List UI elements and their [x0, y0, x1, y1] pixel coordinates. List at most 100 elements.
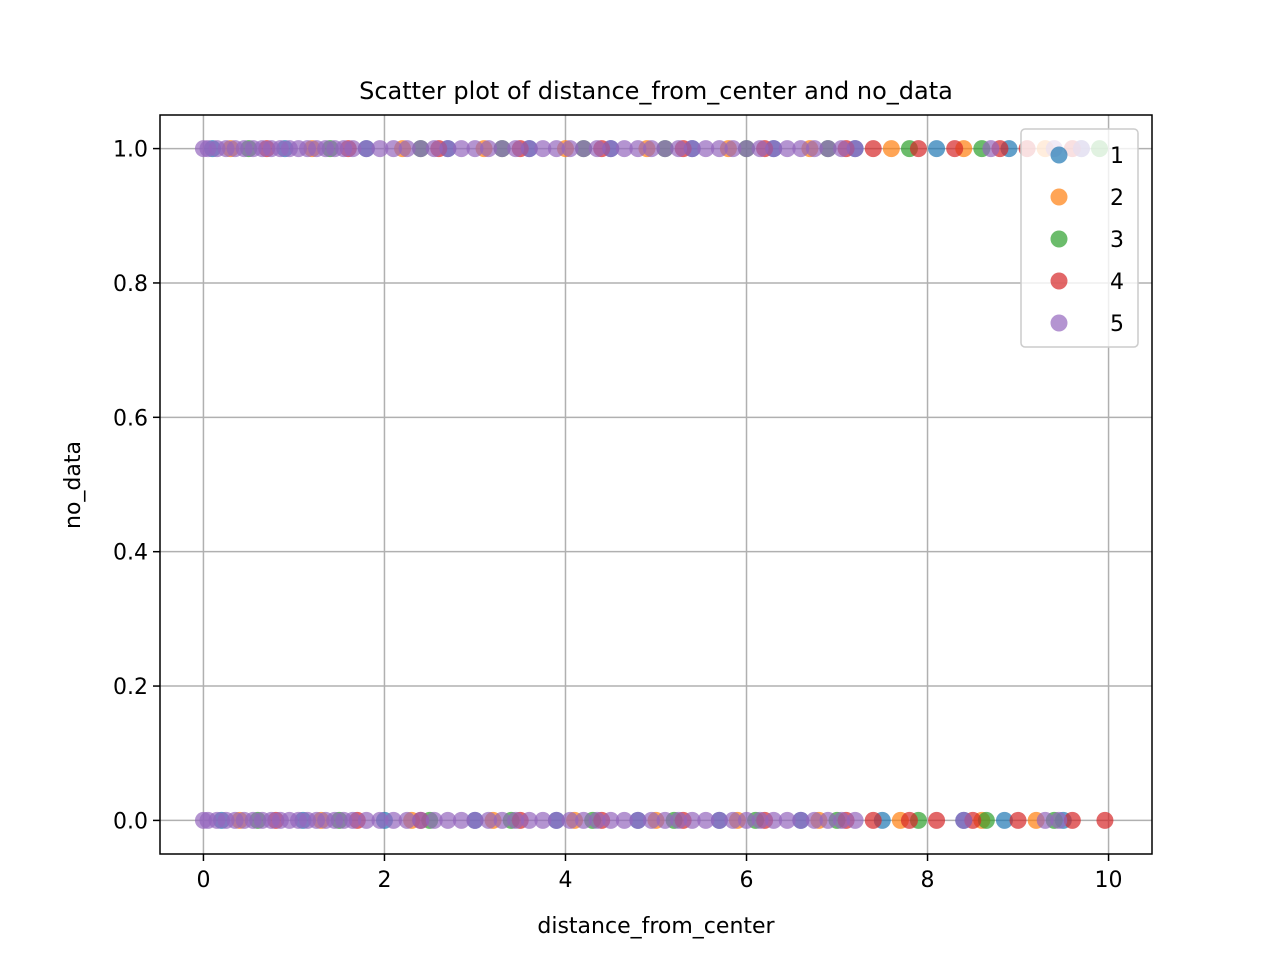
data-point	[575, 140, 593, 158]
data-point	[995, 811, 1013, 829]
legend-label: 1	[1110, 144, 1124, 169]
data-point	[520, 811, 538, 829]
data-point	[778, 811, 796, 829]
data-point	[792, 811, 810, 829]
data-point	[697, 811, 715, 829]
data-point	[480, 811, 498, 829]
data-point	[670, 811, 688, 829]
data-point	[385, 140, 403, 158]
data-point	[629, 140, 647, 158]
plot-frame	[159, 114, 1153, 855]
data-point	[371, 140, 389, 158]
y-tick-label: 0.4	[113, 541, 148, 566]
data-point	[805, 811, 823, 829]
data-point	[656, 140, 674, 158]
data-point	[412, 140, 430, 158]
data-point	[507, 140, 525, 158]
data-point	[724, 140, 742, 158]
data-point	[955, 811, 973, 829]
data-point	[751, 140, 769, 158]
legend: 1 2 3 4 5	[1020, 128, 1139, 348]
data-point	[928, 140, 946, 158]
data-point	[371, 811, 389, 829]
data-point	[480, 140, 498, 158]
data-point	[452, 811, 470, 829]
data-point	[846, 140, 864, 158]
data-point	[900, 811, 918, 829]
data-point	[615, 140, 633, 158]
y-tick-label: 0.8	[113, 272, 148, 297]
data-point	[738, 140, 756, 158]
legend-label: 2	[1110, 186, 1124, 211]
data-point	[1050, 811, 1068, 829]
data-point	[819, 140, 837, 158]
x-tick-label: 6	[740, 868, 754, 893]
data-point	[412, 811, 430, 829]
data-point	[439, 811, 457, 829]
legend-marker	[1050, 314, 1068, 332]
data-point	[452, 140, 470, 158]
data-point	[697, 140, 715, 158]
chart-title: Scatter plot of distance_from_center and…	[359, 77, 953, 105]
legend-marker	[1050, 146, 1068, 164]
x-tick-label: 8	[921, 868, 935, 893]
legend-marker	[1050, 188, 1068, 206]
data-point	[642, 811, 660, 829]
data-point	[710, 811, 728, 829]
data-point	[493, 811, 511, 829]
data-point	[493, 140, 511, 158]
data-point	[946, 140, 964, 158]
legend-marker	[1050, 272, 1068, 290]
x-tick-label: 10	[1095, 868, 1123, 893]
data-point	[602, 811, 620, 829]
y-tick-label: 1.0	[113, 138, 148, 163]
data-point	[642, 140, 660, 158]
data-point	[588, 140, 606, 158]
y-axis-ticks: 0.0 0.2 0.4 0.6 0.8 1.0	[113, 138, 160, 834]
data-point	[385, 811, 403, 829]
data-point	[1063, 811, 1081, 829]
data-point	[656, 811, 674, 829]
data-point	[670, 140, 688, 158]
data-point	[575, 811, 593, 829]
data-point	[846, 811, 864, 829]
data-point	[819, 811, 837, 829]
data-point	[882, 140, 900, 158]
y-tick-label: 0.6	[113, 406, 148, 431]
data-point	[547, 140, 565, 158]
data-point	[833, 140, 851, 158]
data-point	[520, 140, 538, 158]
data-point	[1096, 811, 1114, 829]
legend-label: 3	[1110, 228, 1124, 253]
data-point	[977, 811, 995, 829]
legend-marker	[1050, 230, 1068, 248]
x-axis-label: distance_from_center	[537, 914, 775, 939]
y-tick-label: 0.2	[113, 675, 148, 700]
data-point	[683, 140, 701, 158]
data-point	[425, 140, 443, 158]
data-point	[1009, 811, 1027, 829]
data-point	[425, 811, 443, 829]
legend-label: 4	[1110, 270, 1124, 295]
data-point	[629, 811, 647, 829]
data-point	[615, 811, 633, 829]
data-point	[357, 140, 375, 158]
x-tick-label: 4	[558, 868, 572, 893]
data-point	[439, 140, 457, 158]
data-point	[344, 140, 362, 158]
data-point	[466, 140, 484, 158]
data-point	[398, 140, 416, 158]
data-point	[778, 140, 796, 158]
data-point	[724, 811, 742, 829]
data-point	[710, 140, 728, 158]
data-point	[928, 811, 946, 829]
legend-label: 5	[1110, 312, 1124, 337]
data-point	[864, 811, 882, 829]
legend-box	[1020, 128, 1139, 348]
data-point	[751, 811, 769, 829]
data-point	[547, 811, 565, 829]
data-point	[561, 811, 579, 829]
data-point	[792, 140, 810, 158]
data-point	[683, 811, 701, 829]
